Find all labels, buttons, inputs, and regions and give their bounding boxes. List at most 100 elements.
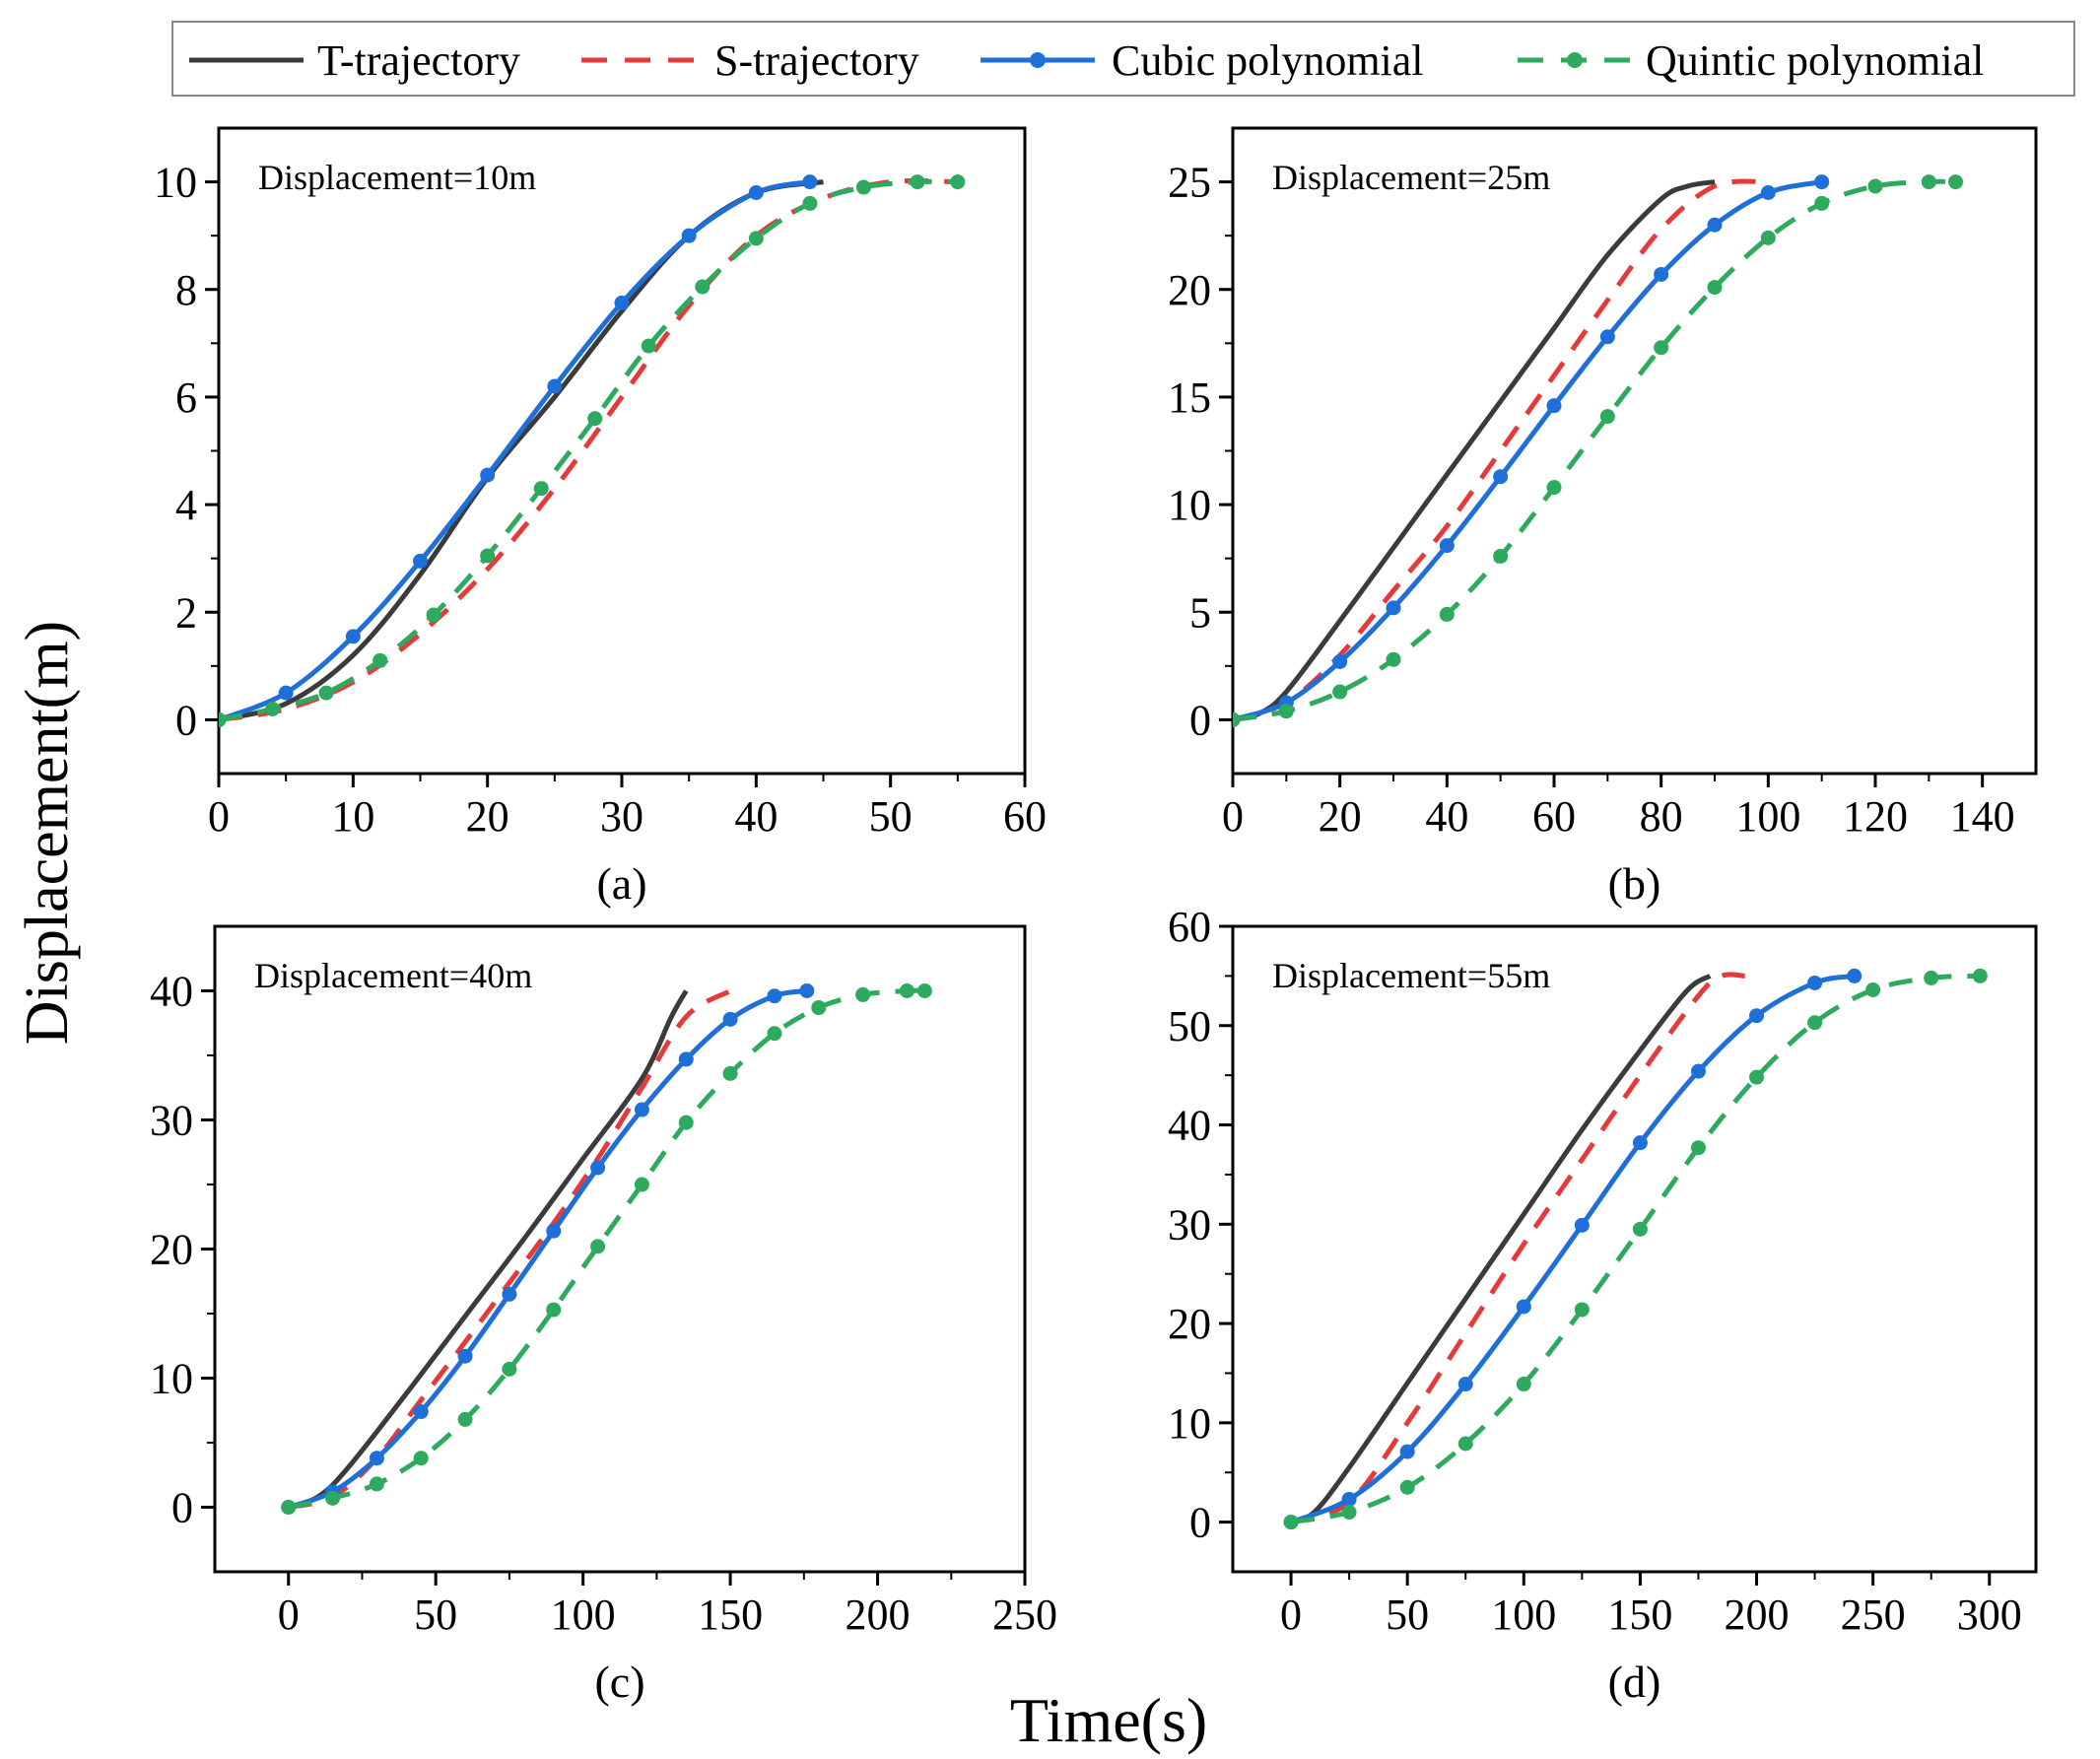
legend-marker-3 xyxy=(1567,52,1583,68)
data-point xyxy=(1399,1444,1415,1459)
y-tick-label: 40 xyxy=(150,968,193,1016)
series-line-t-trajectory xyxy=(1290,974,1712,1524)
y-tick-label: 0 xyxy=(175,696,197,744)
series-line-t-trajectory xyxy=(287,989,689,1510)
data-point xyxy=(1332,684,1348,700)
data-point xyxy=(811,1000,827,1016)
data-point xyxy=(916,983,932,998)
x-tick-label: 40 xyxy=(1425,792,1468,841)
x-tick-label: 30 xyxy=(600,792,644,841)
y-tick-label: 10 xyxy=(1168,481,1211,529)
data-point xyxy=(748,231,764,246)
data-point xyxy=(1386,600,1401,616)
data-point xyxy=(678,1051,694,1067)
data-point xyxy=(855,179,871,195)
y-tick-label: 20 xyxy=(1168,1300,1211,1348)
data-point xyxy=(1807,1015,1823,1031)
panel-frame xyxy=(1231,924,2038,1574)
x-tick-label: 50 xyxy=(1386,1590,1429,1639)
data-point xyxy=(1516,1377,1531,1392)
y-tick-label: 30 xyxy=(1168,1200,1211,1249)
series-line-s-trajectory xyxy=(1233,178,1769,722)
data-point xyxy=(318,685,334,701)
data-point xyxy=(457,1411,473,1427)
x-tick-label: 250 xyxy=(992,1590,1057,1639)
data-point xyxy=(1948,174,1963,190)
data-point xyxy=(369,1476,384,1492)
legend-label-3: Quintic polynomial xyxy=(1646,36,1984,85)
data-point xyxy=(1516,1299,1531,1315)
panel-3: 0 50 100 150 200 250 300 0 10 20 30 40 50 60 Displacem… xyxy=(1168,903,2038,1707)
y-tick-label: 0 xyxy=(1189,696,1211,744)
x-tick-label: 150 xyxy=(1607,1590,1672,1639)
data-point xyxy=(278,685,294,701)
data-point xyxy=(480,467,496,483)
legend-label-1: S-trajectory xyxy=(714,36,919,85)
data-point xyxy=(1924,970,1939,985)
x-tick-label: 100 xyxy=(1735,792,1800,841)
data-point xyxy=(1632,1135,1648,1151)
y-tick-label: 2 xyxy=(175,588,197,637)
y-tick-label: 4 xyxy=(175,481,197,529)
x-tick-label: 200 xyxy=(1725,1590,1790,1639)
data-point xyxy=(265,702,281,716)
data-point xyxy=(1546,398,1562,414)
data-point xyxy=(799,983,815,998)
x-tick-label: 50 xyxy=(869,792,913,841)
data-point xyxy=(855,986,871,1002)
series-line-s-trajectory xyxy=(1290,972,1745,1525)
x-tick-label: 20 xyxy=(1319,792,1362,841)
data-point xyxy=(1867,178,1883,194)
y-tick-label: 20 xyxy=(150,1226,193,1274)
data-point xyxy=(369,1451,384,1466)
data-point xyxy=(1332,653,1348,669)
panel-annotation: Displacement=10m xyxy=(258,158,536,197)
panel-frame xyxy=(213,924,1027,1574)
data-point xyxy=(1654,266,1669,282)
data-point xyxy=(547,378,563,394)
y-tick-label: 6 xyxy=(175,373,197,422)
data-point xyxy=(1493,548,1509,564)
data-point xyxy=(1814,174,1830,190)
data-point xyxy=(1399,1479,1415,1495)
data-point xyxy=(1599,329,1615,345)
data-point xyxy=(1749,1069,1765,1085)
panel-frame xyxy=(217,126,1027,776)
data-point xyxy=(502,1286,517,1302)
series-line-cubic-polynomial xyxy=(219,179,811,722)
x-tick-label: 200 xyxy=(846,1590,911,1639)
plot-area xyxy=(219,174,966,727)
data-point xyxy=(802,174,818,190)
x-tick-label: 100 xyxy=(1491,1590,1556,1639)
data-point xyxy=(1341,1491,1357,1507)
data-point xyxy=(457,1348,473,1364)
data-point xyxy=(480,548,496,564)
legend-items: T-trajectory S-trajectory Cubic polynomial… xyxy=(189,36,1984,85)
data-point xyxy=(1707,217,1723,233)
x-tick-label: 60 xyxy=(1532,792,1576,841)
data-point xyxy=(1439,538,1455,554)
shared-xlabel: Time(s) xyxy=(1010,1685,1207,1755)
x-tick-label: 0 xyxy=(278,1590,300,1639)
series-line-quintic-polynomial xyxy=(1233,178,1956,722)
data-point xyxy=(546,1302,562,1318)
data-point xyxy=(1865,981,1881,997)
data-point xyxy=(767,988,782,1004)
data-point xyxy=(590,1239,606,1254)
data-point xyxy=(634,1102,649,1117)
x-tick-label: 20 xyxy=(466,792,509,841)
x-tick-label: 300 xyxy=(1957,1590,2022,1639)
y-tick-label: 10 xyxy=(154,159,197,207)
y-tick-label: 5 xyxy=(1189,588,1211,637)
series-line-s-trajectory xyxy=(219,177,958,722)
data-point xyxy=(1493,469,1509,485)
y-tick-label: 20 xyxy=(1168,266,1211,314)
panel-label: (b) xyxy=(1608,858,1661,909)
data-point xyxy=(1690,1063,1706,1079)
x-tick-label: 10 xyxy=(331,792,374,841)
data-point xyxy=(1632,1221,1648,1237)
data-point xyxy=(748,185,764,200)
x-tick-label: 140 xyxy=(1950,792,2015,841)
data-point xyxy=(546,1223,562,1239)
